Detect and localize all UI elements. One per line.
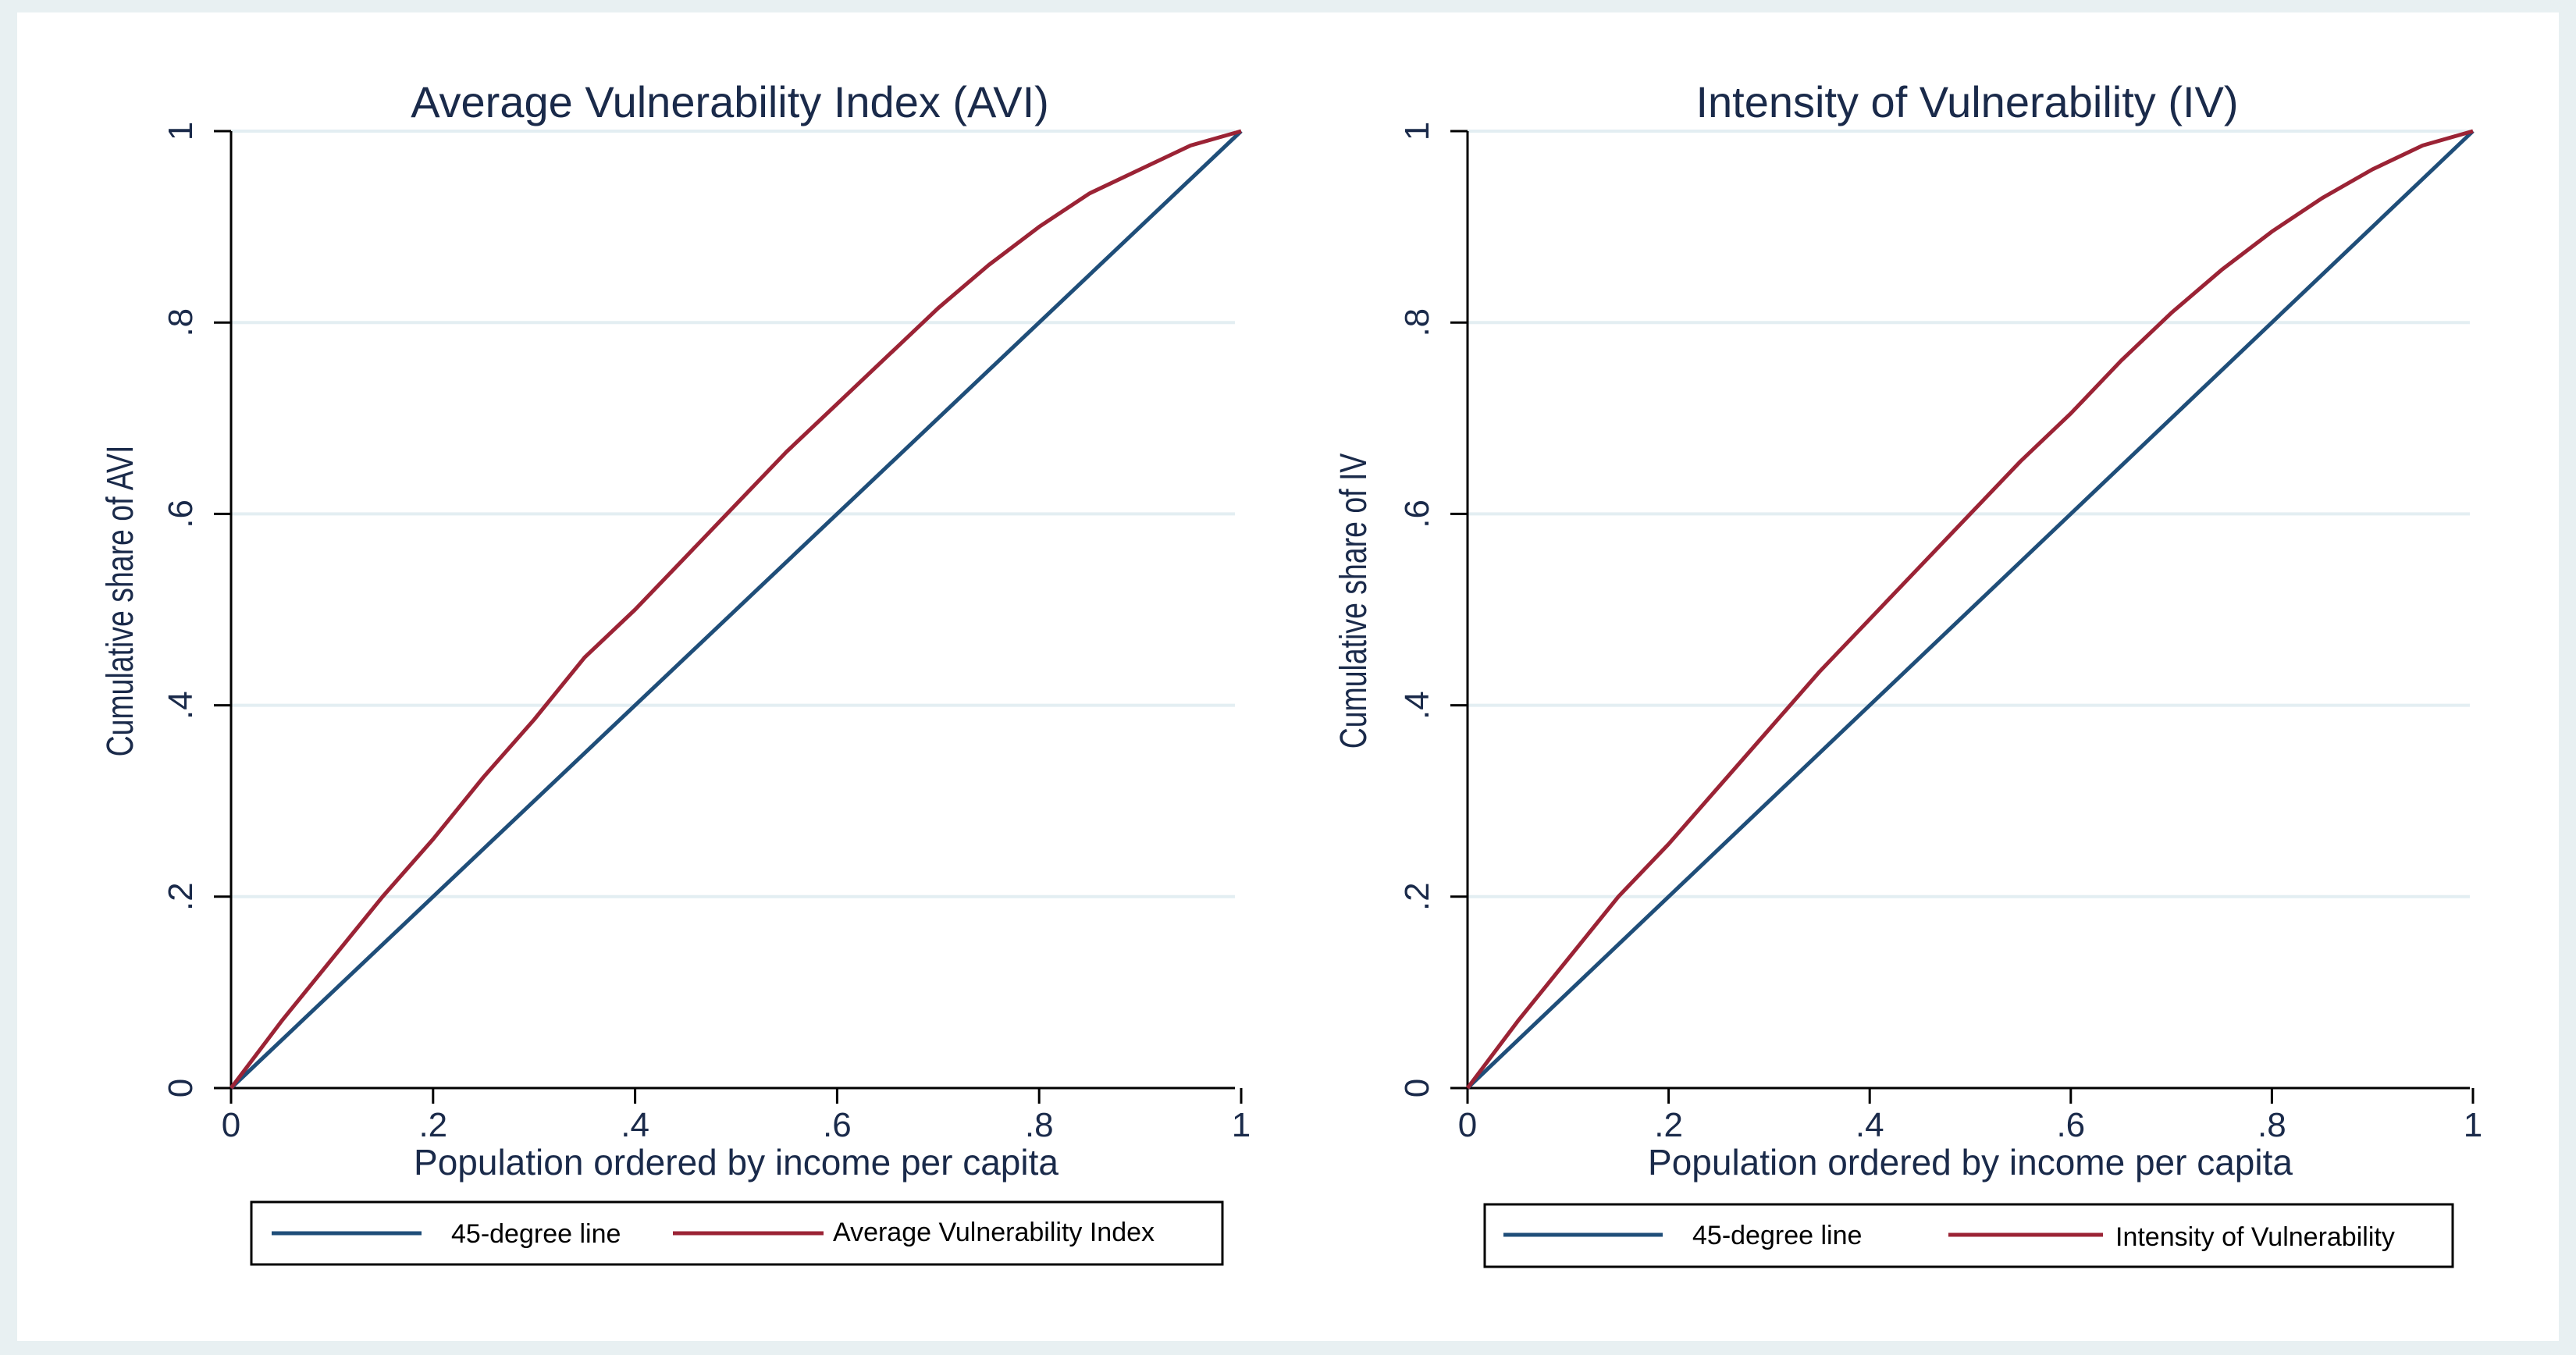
x-tick-label-iv-1: .2 — [1654, 1106, 1683, 1144]
x-tick-label-avi-5: 1 — [1232, 1106, 1251, 1144]
y-tick-label-avi-4: .8 — [162, 308, 200, 337]
y-tick-label-iv-4: .8 — [1398, 308, 1436, 337]
x-tick-label-iv-0: 0 — [1458, 1106, 1477, 1144]
legend-iv: 45-degree line Intensity of Vulnerabilit… — [1483, 1203, 2454, 1268]
series-line-iv-1 — [1466, 129, 2474, 1090]
plot-area-iv: 0 .2 .4 .6 .8 1 0 .2 .4 .6 .8 1 — [1398, 122, 2482, 1144]
legend-label-iv-series: Intensity of Vulnerability — [2115, 1222, 2395, 1252]
x-axis-title-iv: Population ordered by income per capita — [1648, 1142, 2293, 1183]
y-axis-title-avi: Cumulative share of AVI — [100, 446, 142, 757]
y-tick-label-iv-0: 0 — [1398, 1079, 1436, 1097]
x-axis-title-avi: Population ordered by income per capita — [414, 1142, 1059, 1183]
x-tick-label-iv-5: 1 — [2464, 1106, 2482, 1144]
plot-area-avi: 0 .2 .4 .6 .8 1 0 .2 .4 .6 .8 1 — [162, 122, 1251, 1144]
y-tick-label-iv-5: 1 — [1398, 122, 1436, 140]
chart-title-iv: Intensity of Vulnerability (IV) — [1695, 77, 2238, 126]
x-tick-label-iv-3: .6 — [2056, 1106, 2085, 1144]
y-tick-label-avi-5: 1 — [162, 122, 200, 140]
x-tick-label-iv-4: .8 — [2258, 1106, 2286, 1144]
y-axis-title-iv: Cumulative share of IV — [1333, 453, 1375, 749]
x-tick-label-avi-2: .4 — [621, 1106, 649, 1144]
x-tick-label-avi-3: .6 — [823, 1106, 852, 1144]
legend-label-45-degree-line-iv: 45-degree line — [1692, 1221, 1862, 1250]
legend-label-avi-series: Average Vulnerability Index — [833, 1218, 1155, 1247]
legend-avi: 45-degree line Average Vulnerability Ind… — [250, 1200, 1224, 1266]
y-tick-label-iv-2: .4 — [1398, 691, 1436, 720]
y-tick-label-avi-3: .6 — [162, 500, 200, 528]
x-tick-label-avi-1: .2 — [418, 1106, 447, 1144]
y-tick-label-iv-1: .2 — [1398, 882, 1436, 911]
legend-label-45-degree-line-avi: 45-degree line — [451, 1219, 621, 1249]
series-line-iv-0 — [1466, 130, 2475, 1090]
series-line-avi-1 — [229, 129, 1242, 1090]
y-tick-label-avi-2: .4 — [162, 691, 200, 720]
chart-panel-avi: Average Vulnerability Index (AVI) 0 .2 .4.… — [100, 77, 1251, 1266]
x-tick-label-avi-4: .8 — [1025, 1106, 1054, 1144]
chart-panel-iv: Intensity of Vulnerability (IV) 0 .2 .4 .6.… — [1333, 77, 2482, 1268]
series-line-avi-0 — [229, 130, 1243, 1090]
y-tick-label-avi-0: 0 — [162, 1079, 200, 1097]
x-tick-label-avi-0: 0 — [222, 1106, 240, 1144]
y-tick-label-iv-3: .6 — [1398, 500, 1436, 528]
y-tick-label-avi-1: .2 — [162, 882, 200, 911]
x-tick-label-iv-2: .4 — [1856, 1106, 1884, 1144]
chart-title-avi: Average Vulnerability Index (AVI) — [411, 77, 1049, 126]
